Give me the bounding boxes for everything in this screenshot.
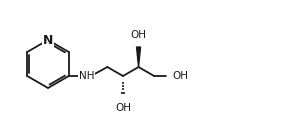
Text: OH: OH: [172, 71, 188, 81]
Text: N: N: [43, 34, 53, 46]
Text: NH: NH: [79, 71, 94, 81]
Text: OH: OH: [115, 103, 131, 113]
Text: OH: OH: [130, 30, 146, 40]
Polygon shape: [136, 47, 140, 67]
